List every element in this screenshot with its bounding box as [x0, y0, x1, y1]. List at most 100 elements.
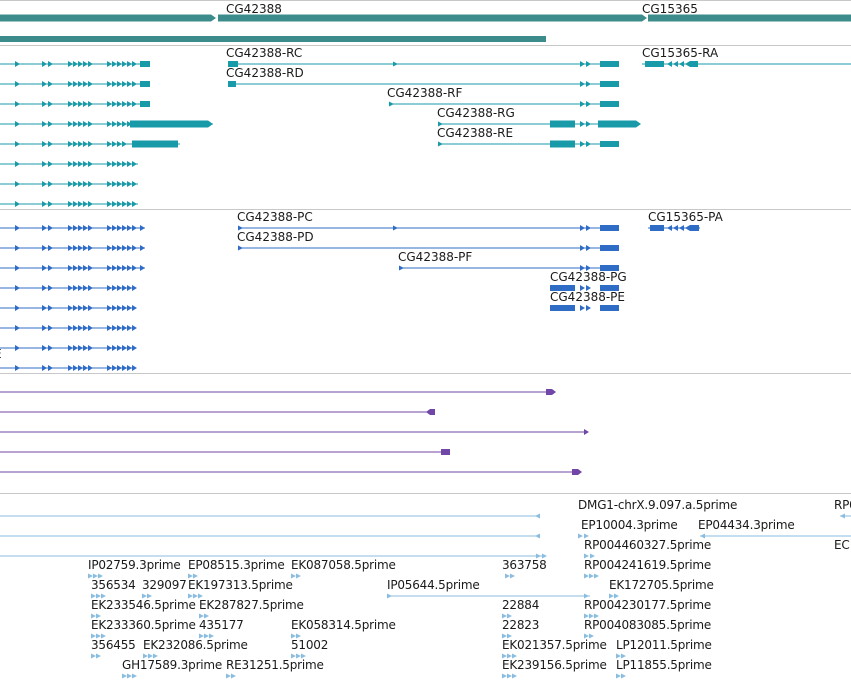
gene-feature-bar[interactable]: [0, 14, 211, 22]
protein-cg15365-pa-exon[interactable]: [667, 225, 672, 231]
protein-exon-arrow[interactable]: [112, 365, 117, 371]
transcript-exon-arrow[interactable]: [122, 101, 127, 107]
transcript-exon-block[interactable]: [140, 101, 150, 107]
protein-exon-arrow[interactable]: [88, 265, 93, 271]
protein-cg15365-pa-exon[interactable]: [679, 225, 684, 231]
protein-exon-arrow[interactable]: [83, 225, 88, 231]
protein-exon-arrow[interactable]: [112, 325, 117, 331]
est-feature-exon[interactable]: [153, 653, 158, 659]
transcript-re-exon[interactable]: [600, 141, 619, 147]
est-feature-exon[interactable]: [507, 613, 512, 619]
transcript-exon-arrow[interactable]: [117, 81, 122, 87]
protein-exon-arrow[interactable]: [122, 365, 127, 371]
transcript-rf-exon[interactable]: [586, 101, 591, 107]
transcript-exon-arrow[interactable]: [112, 181, 117, 187]
transcript-exon-arrow[interactable]: [73, 101, 78, 107]
est-feature-exon[interactable]: [93, 573, 98, 579]
transcript-exon-arrow[interactable]: [122, 161, 127, 167]
est-feature-exon[interactable]: [193, 593, 198, 599]
protein-exon-arrow[interactable]: [48, 365, 53, 371]
protein-exon-arrow[interactable]: [107, 365, 112, 371]
protein-label-pc[interactable]: CG42388-PC: [237, 210, 313, 224]
protein-exon-arrow[interactable]: [132, 225, 137, 231]
est-feature-exon[interactable]: [198, 593, 203, 599]
est-feature-exon[interactable]: [88, 573, 93, 579]
est-label[interactable]: IP02759.3prime: [88, 558, 181, 572]
transcript-rg-exon[interactable]: [580, 121, 585, 127]
protein-pc-exon[interactable]: [580, 225, 585, 231]
transcript-exon-arrow[interactable]: [15, 101, 20, 107]
est-feature-end[interactable]: [700, 533, 705, 539]
transcript-rd-exon[interactable]: [586, 81, 591, 87]
protein-exon-arrow[interactable]: [73, 225, 78, 231]
est-feature-exon[interactable]: [584, 593, 589, 599]
ncrna-feature-end[interactable]: [441, 449, 450, 455]
transcript-rg-exon[interactable]: [550, 120, 575, 128]
est-label[interactable]: EK232086.5prime: [143, 638, 248, 652]
est-feature-end[interactable]: [535, 533, 540, 539]
protein-exon-arrow[interactable]: [83, 365, 88, 371]
protein-pg-exon[interactable]: [550, 285, 575, 291]
transcript-re-exon[interactable]: [438, 141, 443, 147]
protein-exon-arrow[interactable]: [140, 265, 145, 271]
transcript-exon-arrow[interactable]: [73, 161, 78, 167]
protein-exon-arrow[interactable]: [112, 345, 117, 351]
est-feature-end[interactable]: [542, 553, 547, 559]
transcript-exon-arrow[interactable]: [107, 121, 112, 127]
est-feature-exon[interactable]: [91, 593, 96, 599]
protein-exon-arrow[interactable]: [127, 225, 132, 231]
protein-exon-arrow[interactable]: [107, 245, 112, 251]
protein-exon-arrow[interactable]: [127, 305, 132, 311]
protein-exon-arrow[interactable]: [112, 225, 117, 231]
transcript-exon-arrow[interactable]: [73, 181, 78, 187]
est-feature-exon[interactable]: [188, 573, 193, 579]
transcript-exon-arrow[interactable]: [88, 61, 93, 67]
est-feature-exon[interactable]: [132, 673, 137, 679]
protein-exon-arrow[interactable]: [15, 345, 20, 351]
transcript-exon-arrow[interactable]: [83, 201, 88, 207]
transcript-exon-arrow[interactable]: [112, 81, 117, 87]
est-feature-end[interactable]: [584, 553, 589, 559]
transcript-exon-arrow[interactable]: [132, 61, 137, 67]
est-feature-exon[interactable]: [387, 593, 392, 599]
transcript-exon-arrow[interactable]: [48, 201, 53, 207]
protein-exon-arrow[interactable]: [132, 365, 137, 371]
protein-pc-exon[interactable]: [393, 225, 398, 231]
transcript-exon-arrow[interactable]: [107, 61, 112, 67]
protein-exon-arrow[interactable]: [88, 245, 93, 251]
protein-exon-arrow[interactable]: [78, 285, 83, 291]
transcript-exon-arrow[interactable]: [112, 141, 117, 147]
protein-exon-arrow[interactable]: [112, 245, 117, 251]
est-label[interactable]: EC: [834, 538, 850, 552]
transcript-cg15365-ra-exon[interactable]: [673, 61, 678, 67]
protein-exon-arrow[interactable]: [73, 305, 78, 311]
transcript-cg15365-ra-exon[interactable]: [667, 61, 672, 67]
est-label[interactable]: LP12011.5prime: [616, 638, 712, 652]
protein-exon-arrow[interactable]: [15, 305, 20, 311]
transcript-exon-arrow[interactable]: [42, 61, 47, 67]
transcript-exon-arrow[interactable]: [132, 201, 137, 207]
transcript-rd-exon[interactable]: [228, 81, 236, 87]
protein-exon-arrow[interactable]: [112, 305, 117, 311]
protein-exon-arrow[interactable]: [15, 285, 20, 291]
transcript-exon-arrow[interactable]: [78, 61, 83, 67]
est-feature-exon[interactable]: [584, 613, 589, 619]
protein-cg15365-pa-exon[interactable]: [690, 225, 699, 231]
protein-exon-arrow[interactable]: [83, 285, 88, 291]
protein-exon-arrow[interactable]: [117, 245, 122, 251]
protein-exon-arrow[interactable]: [78, 265, 83, 271]
transcript-exon-arrow[interactable]: [42, 101, 47, 107]
transcript-exon-arrow[interactable]: [78, 201, 83, 207]
est-feature-end[interactable]: [536, 553, 541, 559]
est-feature-exon[interactable]: [96, 613, 101, 619]
protein-exon-arrow[interactable]: [132, 305, 137, 311]
protein-exon-arrow[interactable]: [140, 245, 145, 251]
transcript-exon-arrow[interactable]: [83, 81, 88, 87]
transcript-exon-arrow[interactable]: [68, 201, 73, 207]
transcript-rg-exon[interactable]: [598, 120, 636, 128]
protein-exon-arrow[interactable]: [78, 365, 83, 371]
transcript-rg-exon[interactable]: [438, 121, 443, 127]
est-feature-exon[interactable]: [621, 653, 626, 659]
protein-exon-arrow[interactable]: [88, 325, 93, 331]
